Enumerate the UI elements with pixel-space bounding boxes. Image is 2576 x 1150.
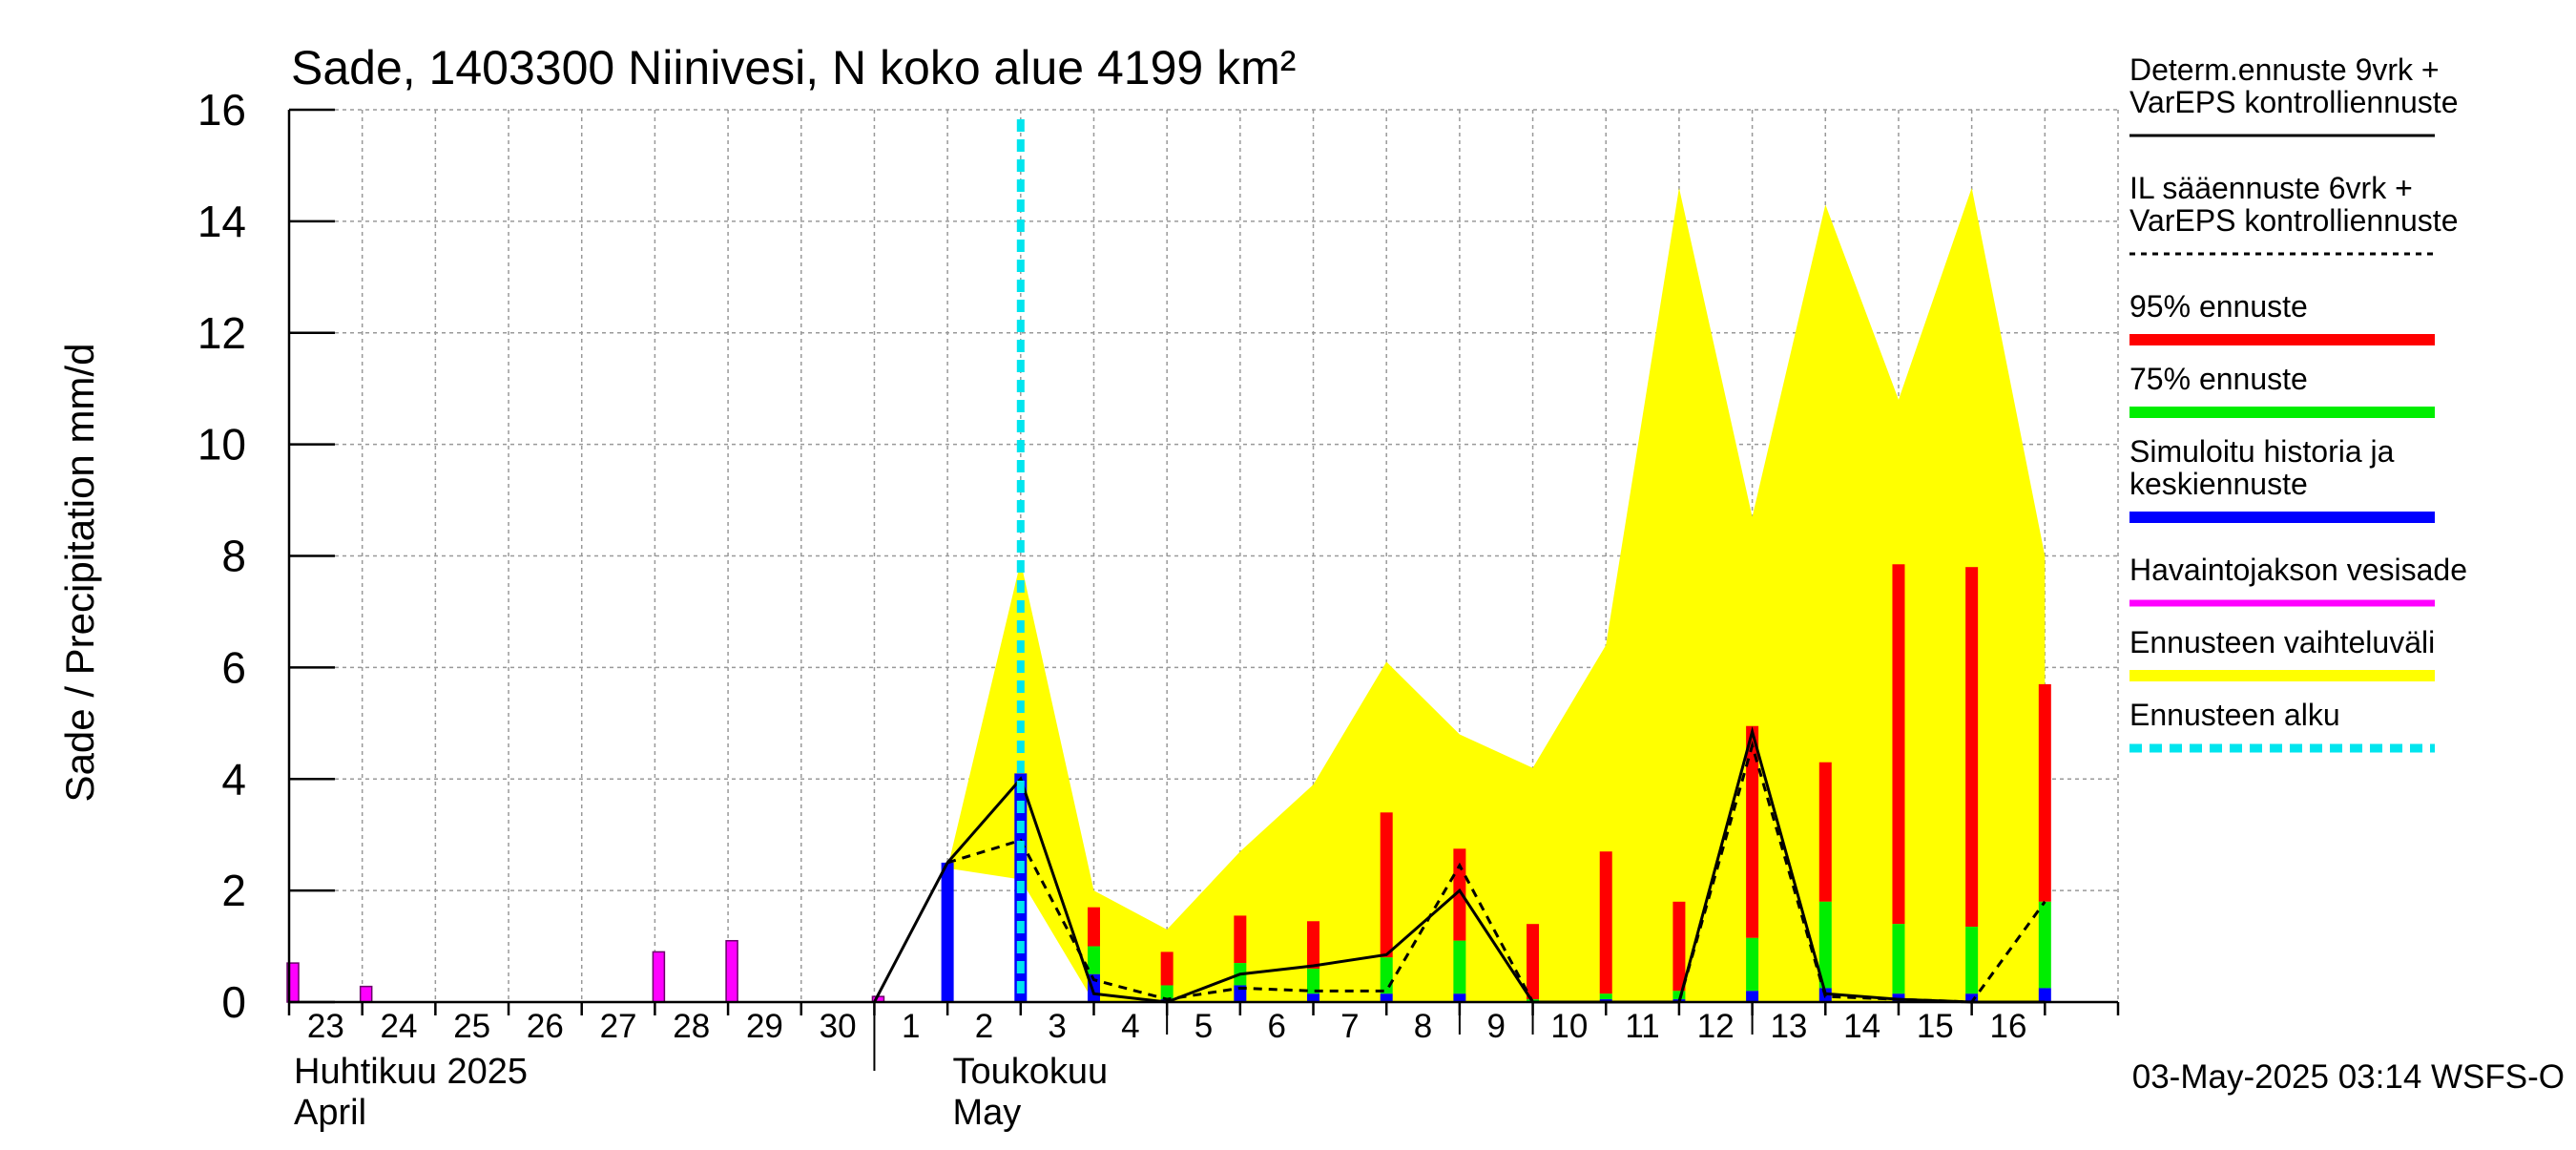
legend-label-p95: 95% ennuste bbox=[2129, 289, 2308, 324]
p75-bar bbox=[1087, 946, 1100, 974]
y-tick-label: 10 bbox=[197, 420, 246, 470]
month-label-en: May bbox=[952, 1093, 1021, 1133]
p95-bar bbox=[1307, 921, 1320, 969]
x-tick-label: 7 bbox=[1340, 1008, 1359, 1045]
y-tick-label: 12 bbox=[197, 308, 246, 358]
mean-bar bbox=[1380, 993, 1393, 1002]
x-tick-label: 2 bbox=[975, 1008, 993, 1045]
legend-label-il: IL sääennuste 6vrk + bbox=[2129, 171, 2413, 205]
p75-bar bbox=[1380, 957, 1393, 994]
forecast-lines bbox=[873, 119, 2046, 1004]
mean-bar bbox=[1965, 993, 1979, 1002]
p95-bar bbox=[1818, 762, 1832, 902]
legend-label-mean: keskiennuste bbox=[2129, 467, 2308, 501]
determ-forecast-line bbox=[873, 725, 2046, 1004]
x-tick-label: 28 bbox=[673, 1008, 710, 1045]
y-tick-label: 4 bbox=[221, 754, 246, 804]
observed-bar bbox=[359, 985, 373, 1003]
legend-label-p75: 75% ennuste bbox=[2129, 362, 2308, 396]
p75-bar bbox=[1307, 968, 1320, 994]
chart-title: Sade, 1403300 Niinivesi, N koko alue 419… bbox=[291, 41, 1296, 94]
x-tick-label: 8 bbox=[1414, 1008, 1432, 1045]
x-tick-label: 15 bbox=[1917, 1008, 1954, 1045]
mean-bar bbox=[1746, 991, 1759, 1002]
x-tick-label: 29 bbox=[746, 1008, 783, 1045]
legend: Determ.ennuste 9vrk +VarEPS kontrollienn… bbox=[2129, 52, 2467, 753]
observed-bar bbox=[725, 939, 738, 1003]
x-tick-label: 3 bbox=[1048, 1008, 1066, 1045]
p95-bar bbox=[1453, 848, 1466, 941]
observed-bar bbox=[652, 951, 666, 1003]
legend-label-mean: Simuloitu historia ja bbox=[2129, 434, 2395, 469]
p95-bar bbox=[1087, 907, 1100, 947]
x-tick-label: 27 bbox=[600, 1008, 637, 1045]
month-label-en: April bbox=[294, 1093, 366, 1133]
month-label-fi: Huhtikuu 2025 bbox=[294, 1052, 528, 1092]
p95-bar bbox=[1380, 812, 1393, 958]
legend-label-observed: Havaintojakson vesisade bbox=[2129, 553, 2467, 587]
y-axis-label: Sade / Precipitation mm/d bbox=[57, 344, 102, 803]
p95-bar bbox=[1746, 725, 1759, 938]
x-tick-label: 11 bbox=[1625, 1008, 1659, 1045]
legend-label-start: Ennusteen alku bbox=[2129, 698, 2340, 732]
p75-bar bbox=[1818, 901, 1832, 989]
y-tick-label: 16 bbox=[197, 85, 246, 135]
x-tick-label: 6 bbox=[1267, 1008, 1285, 1045]
p75-bar bbox=[1160, 985, 1174, 1000]
p75-bar bbox=[2038, 901, 2051, 989]
x-tick-label: 25 bbox=[453, 1008, 490, 1045]
p95-bar bbox=[1234, 915, 1247, 964]
mean-bar bbox=[2038, 988, 2051, 1002]
simulated-bar bbox=[941, 862, 954, 1002]
il-forecast-line bbox=[946, 740, 2046, 1004]
legend-label-determ: VarEPS kontrolliennuste bbox=[2129, 85, 2458, 119]
p95-bar bbox=[2038, 683, 2051, 902]
p95-bar bbox=[1892, 564, 1905, 925]
legend-label-il: VarEPS kontrolliennuste bbox=[2129, 203, 2458, 238]
p75-bar bbox=[1965, 927, 1979, 994]
x-tick-label: 5 bbox=[1195, 1008, 1213, 1045]
x-tick-label: 1 bbox=[902, 1008, 920, 1045]
x-tick-label: 24 bbox=[381, 1008, 418, 1045]
y-tick-label: 6 bbox=[221, 642, 246, 692]
x-tick-label: 4 bbox=[1121, 1008, 1139, 1045]
mean-bar bbox=[1307, 993, 1320, 1002]
x-tick-label: 12 bbox=[1697, 1008, 1735, 1045]
p95-bar bbox=[1965, 567, 1979, 928]
x-tick-label: 10 bbox=[1550, 1008, 1588, 1045]
p75-bar bbox=[1892, 924, 1905, 994]
x-tick-label: 14 bbox=[1843, 1008, 1880, 1045]
y-tick-label: 14 bbox=[197, 197, 246, 246]
y-tick-label: 8 bbox=[221, 532, 246, 581]
p95-bar bbox=[1672, 901, 1686, 992]
x-tick-label: 9 bbox=[1486, 1008, 1505, 1045]
p75-bar bbox=[1599, 993, 1612, 1000]
p75-bar bbox=[1672, 991, 1686, 1000]
y-tick-label: 0 bbox=[221, 977, 246, 1027]
y-tick-label: 2 bbox=[221, 866, 246, 915]
legend-label-range: Ennusteen vaihteluväli bbox=[2129, 625, 2435, 659]
p75-bar bbox=[1746, 937, 1759, 992]
legend-label-determ: Determ.ennuste 9vrk + bbox=[2129, 52, 2440, 87]
x-tick-label: 30 bbox=[820, 1008, 857, 1045]
month-label-fi: Toukokuu bbox=[952, 1052, 1108, 1092]
x-tick-label: 16 bbox=[1990, 1008, 2027, 1045]
p75-bar bbox=[1453, 940, 1466, 994]
p95-bar bbox=[1599, 851, 1612, 994]
mean-bar bbox=[1453, 993, 1466, 1002]
x-tick-label: 26 bbox=[527, 1008, 564, 1045]
p95-bar bbox=[1160, 951, 1174, 986]
x-tick-label: 23 bbox=[307, 1008, 344, 1045]
footer-timestamp: 03-May-2025 03:14 WSFS-O bbox=[2132, 1058, 2565, 1096]
x-tick-label: 13 bbox=[1770, 1008, 1807, 1045]
p95-bar bbox=[1527, 924, 1540, 1000]
